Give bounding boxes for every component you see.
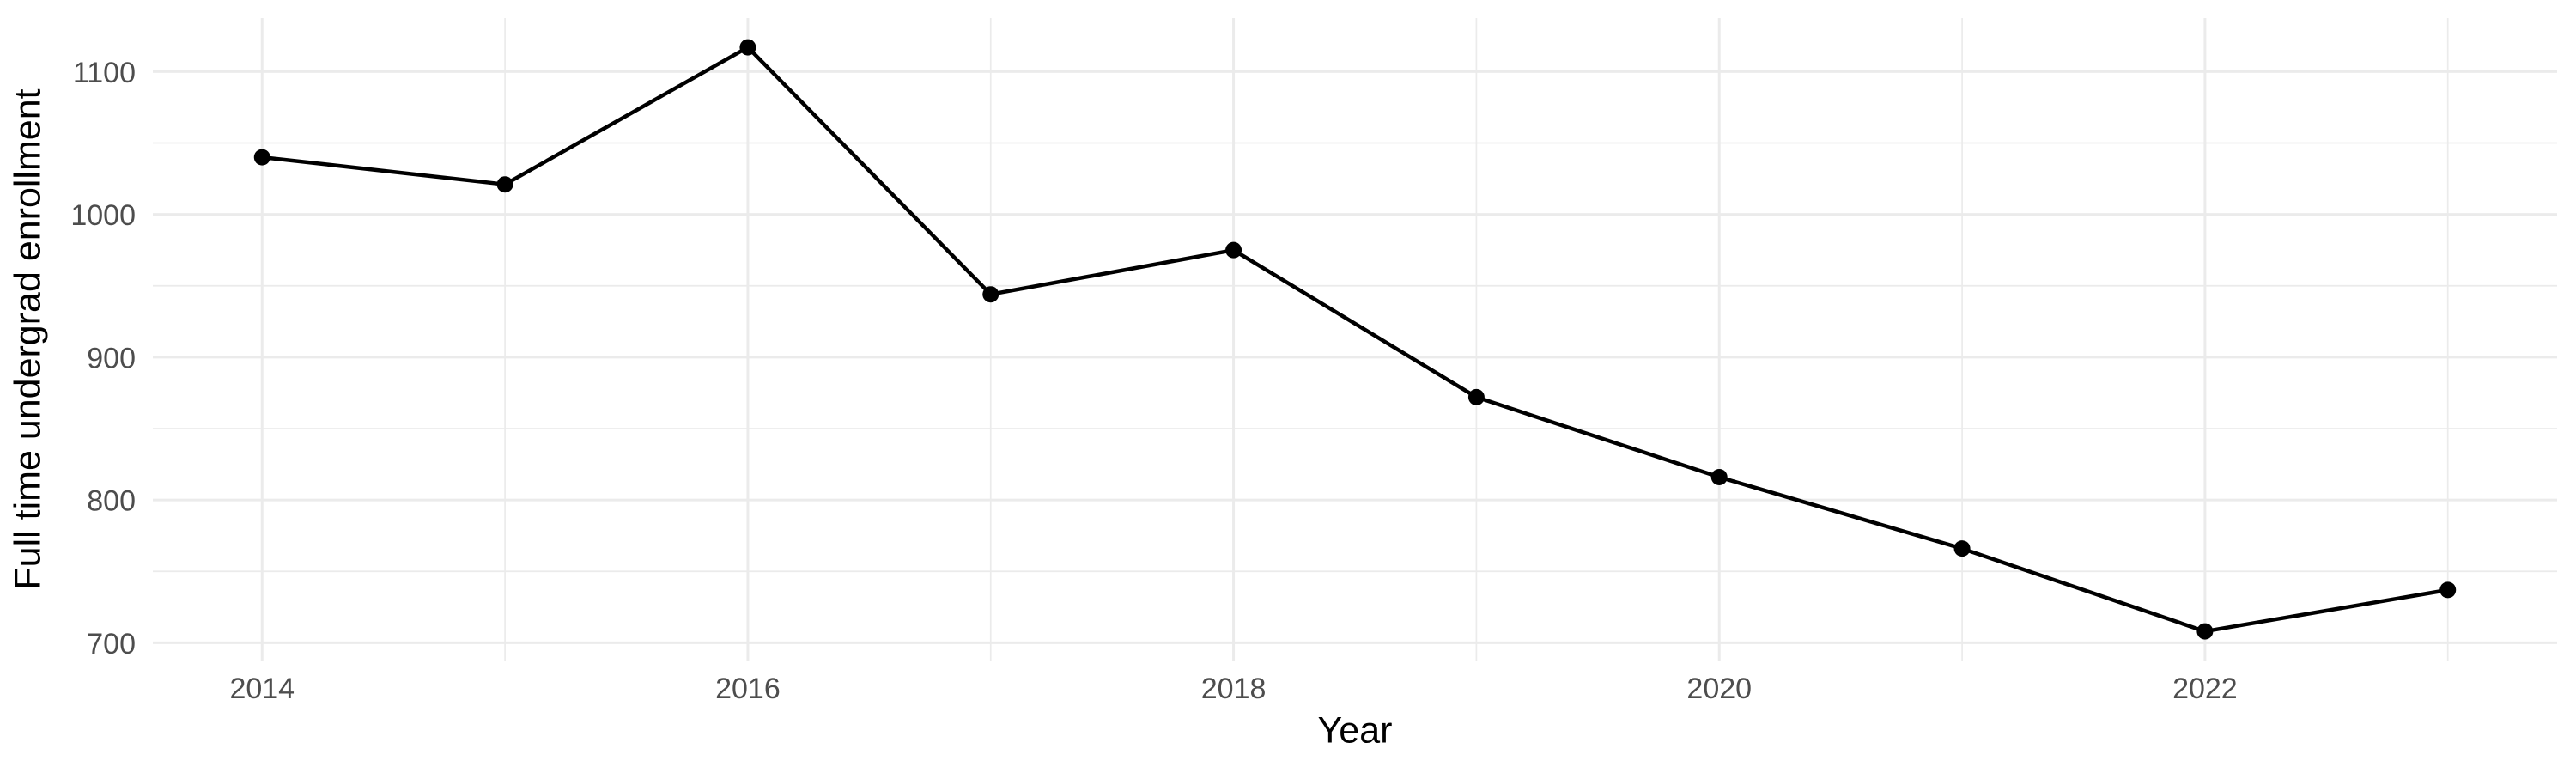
data-point: [2439, 581, 2457, 599]
data-point: [2196, 623, 2214, 640]
data-point: [739, 39, 756, 56]
y-tick-label: 900: [87, 342, 136, 374]
x-tick-label: 2014: [229, 673, 295, 705]
data-point: [982, 286, 999, 303]
data-point: [253, 149, 270, 166]
y-tick-label: 700: [87, 628, 136, 660]
x-tick-label: 2018: [1201, 673, 1267, 705]
y-tick-label: 1000: [70, 199, 136, 232]
y-tick-label: 800: [87, 485, 136, 518]
x-tick-label: 2020: [1686, 673, 1752, 705]
x-tick-labels: 2014 2016 2018 2020 2022: [229, 673, 2237, 705]
minor-gridlines: [153, 18, 2557, 661]
data-point: [1467, 388, 1485, 405]
data-point: [1710, 469, 1728, 486]
data-point: [496, 176, 513, 193]
data-point: [1953, 540, 1971, 557]
y-tick-labels: 700 800 900 1000 1100: [70, 57, 136, 660]
x-tick-label: 2016: [715, 673, 781, 705]
major-gridlines: [153, 18, 2557, 661]
y-axis-title: Full time undergrad enrollment: [7, 88, 49, 590]
x-axis-title: Year: [1317, 709, 1393, 752]
enrollment-series-line: [262, 45, 2449, 634]
data-points: [253, 39, 2457, 640]
x-tick-label: 2022: [2172, 673, 2238, 705]
data-point: [1225, 241, 1242, 259]
y-tick-label: 1100: [73, 57, 136, 89]
